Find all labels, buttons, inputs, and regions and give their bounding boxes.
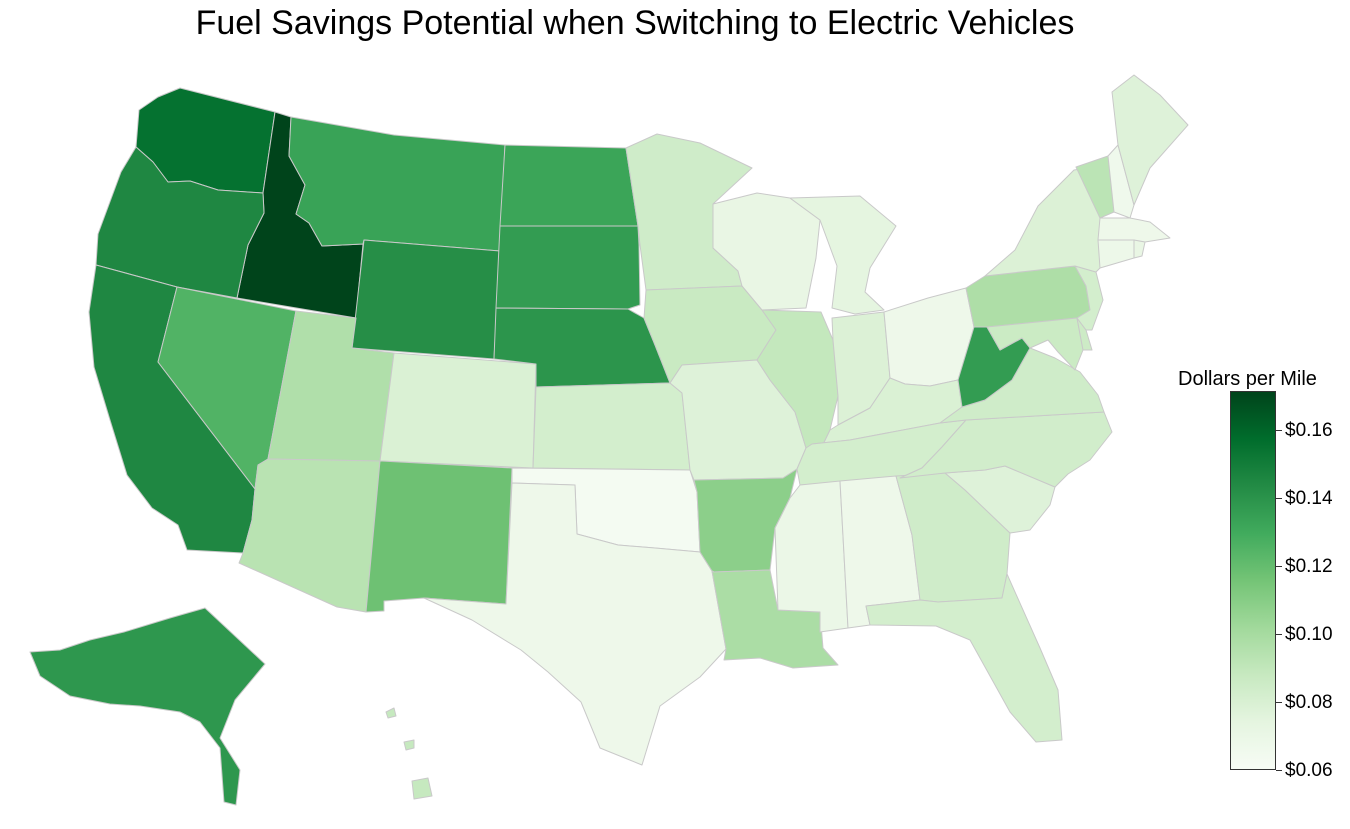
colorbar-tick-label: $0.12 [1285,556,1333,577]
state-CT[interactable] [1097,239,1135,269]
colorbar [1230,391,1276,770]
state-SD[interactable] [495,225,641,310]
state-NJ[interactable] [1074,265,1104,331]
state-KS[interactable] [532,382,691,471]
state-HI[interactable] [411,777,433,800]
state-AZ[interactable] [238,458,381,613]
state-WY[interactable] [351,239,501,360]
colorbar-tick-label: $0.06 [1285,760,1333,781]
colorbar-tick [1276,702,1282,703]
colorbar-tick [1276,498,1282,499]
colorbar-tick-label: $0.10 [1285,624,1333,645]
state-PA[interactable] [965,265,1091,328]
state-FL[interactable] [865,573,1063,743]
colorbar-tick [1276,634,1282,635]
state-HI-oahu [385,707,397,719]
state-MS[interactable] [774,480,849,633]
state-MA[interactable] [1097,217,1171,243]
colorbar-tick [1276,770,1282,771]
legend-title: Dollars per Mile [1178,368,1317,390]
colorbar-tick-label: $0.14 [1285,488,1333,509]
state-MT[interactable] [288,116,506,252]
colorbar-tick [1276,430,1282,431]
colorbar-tick-label: $0.16 [1285,420,1333,441]
state-AK[interactable] [29,607,266,806]
state-RI[interactable] [1133,239,1146,259]
state-MI[interactable] [789,195,897,315]
state-TX[interactable] [423,482,727,766]
state-HI-maui [403,739,415,751]
colorbar-tick-label: $0.08 [1285,692,1333,713]
state-WI[interactable] [712,192,821,311]
state-NH[interactable] [1107,144,1135,219]
state-NM[interactable] [365,460,513,613]
colorbar-tick [1276,566,1282,567]
state-ND[interactable] [499,144,639,227]
state-LA[interactable] [711,569,839,669]
state-OR[interactable] [95,146,265,299]
state-CO[interactable] [379,352,537,469]
map-title: Fuel Savings Potential when Switching to… [195,4,1075,42]
state-ME[interactable] [1111,74,1189,206]
